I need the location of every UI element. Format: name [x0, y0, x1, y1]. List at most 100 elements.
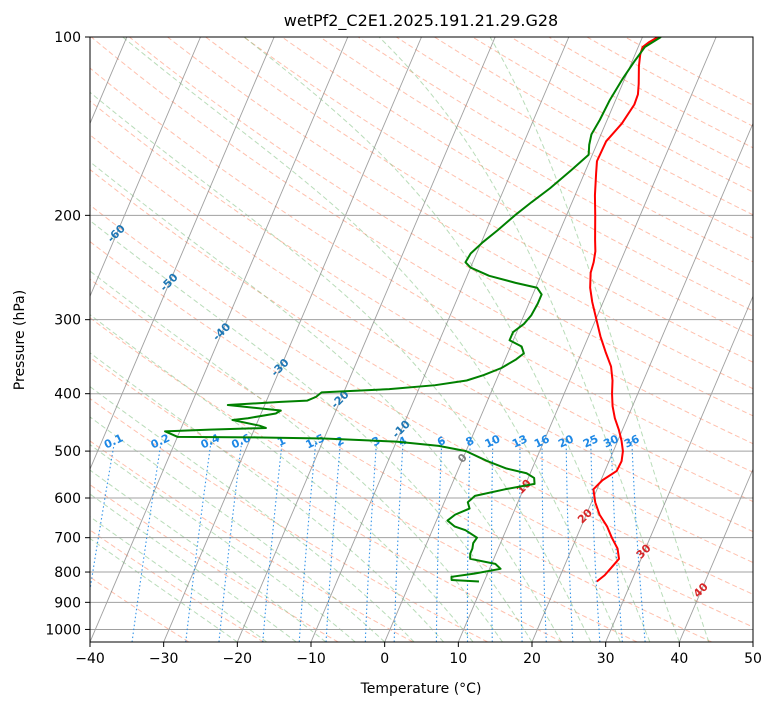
- mixing-ratio-label: 16: [532, 432, 552, 450]
- x-tick-label: −30: [149, 651, 179, 667]
- dry-adiabat-line: [472, 37, 753, 193]
- mixing-ratio-line: [262, 440, 283, 642]
- y-tick-label: 200: [54, 208, 81, 224]
- x-axis-title: Temperature (°C): [360, 681, 482, 697]
- moist-adiabat-line: [90, 444, 356, 642]
- x-tick-label: −40: [75, 651, 105, 667]
- isotherm-line: [457, 37, 717, 642]
- moist-adiabat-line: [90, 386, 415, 642]
- dry-adiabat-line: [90, 484, 339, 642]
- isotherm-line: [605, 295, 753, 642]
- mixing-ratio-line: [90, 440, 116, 594]
- mixing-ratio-line: [631, 440, 646, 642]
- plot-background: [90, 37, 753, 642]
- x-tick-label: 50: [744, 651, 762, 667]
- isotherm-line: [531, 122, 753, 642]
- y-axis-ticks: 100 200 300 400 500 600 700 800 900 1000: [45, 30, 90, 638]
- mixing-ratio-line: [610, 440, 623, 642]
- dry-adiabat-line: [548, 37, 753, 149]
- moist-adiabat-line: [90, 537, 238, 642]
- mixing-ratio-label: 13: [510, 432, 529, 450]
- isotherm-line: [90, 37, 275, 471]
- mixing-ratio-line: [325, 440, 342, 642]
- dry-adiabat-line: [90, 134, 753, 533]
- dry-adiabat-line: [129, 37, 753, 417]
- isotherm-line: [90, 37, 201, 298]
- mixing-ratio-line: [466, 440, 471, 642]
- dry-adiabat-line: [510, 37, 753, 171]
- mixing-ratio-line: [218, 440, 243, 642]
- moist-adiabat-line: [90, 91, 592, 642]
- y-tick-label: 100: [54, 30, 81, 46]
- mixing-ratio-label: 20: [556, 432, 576, 450]
- dry-adiabat-line: [90, 317, 638, 642]
- moist-adiabat-line: [489, 37, 710, 642]
- moist-adiabat-line: [90, 220, 533, 642]
- y-tick-label: 600: [54, 491, 81, 507]
- y-tick-label: 300: [54, 313, 81, 329]
- y-tick-label: 500: [54, 444, 81, 460]
- isotherm-line: [236, 37, 496, 642]
- x-tick-label: 40: [670, 651, 688, 667]
- isotherm-line: [678, 467, 753, 642]
- mixing-ratio-line: [298, 440, 317, 642]
- plot-frame: [89, 36, 754, 643]
- mixing-ratio-label: 30: [601, 432, 621, 450]
- y-tick-label: 400: [54, 387, 81, 403]
- x-tick-label: −20: [223, 651, 253, 667]
- profiles: [164, 37, 662, 583]
- moist-adiabat-line: [90, 161, 562, 642]
- isotherm-line: [90, 37, 349, 642]
- x-axis-ticks: −40 −30 −20 −10 0 10 20 30 40 50: [75, 642, 762, 667]
- x-tick-label: 20: [523, 651, 541, 667]
- dry-adiabat-line: [90, 168, 753, 564]
- mixing-ratio-line: [519, 440, 523, 642]
- dry-adiabat-line: [396, 37, 753, 239]
- isotherm-line: [752, 640, 753, 642]
- dewpoint-profile-line: [164, 37, 662, 583]
- moist-adiabat-line: [90, 469, 327, 642]
- chart-title: wetPf2_C2E1.2025.191.21.29.G28: [284, 11, 558, 31]
- dry-adiabat-line: [90, 278, 712, 642]
- dry-adiabat-line: [90, 241, 753, 628]
- moist-adiabat-line: [90, 416, 386, 642]
- moist-adiabat-line: [90, 270, 503, 642]
- mixing-ratio-line: [491, 440, 494, 642]
- dry-adiabat-line: [357, 37, 753, 263]
- mixing-ratio-line: [435, 440, 443, 642]
- temperature-profile-line: [589, 37, 659, 583]
- y-tick-label: 700: [54, 531, 81, 547]
- isotherm-line: [163, 37, 422, 642]
- moist-adiabat-line: [90, 352, 444, 642]
- y-axis-title: Pressure (hPa): [12, 290, 28, 390]
- isotherm-label: -80: [0, 122, 23, 145]
- dry-adiabat-line: [90, 37, 753, 445]
- background-lines: [90, 37, 753, 642]
- mixing-ratio-line: [541, 440, 547, 642]
- mixing-ratio-label: 36: [622, 432, 642, 450]
- dry-adiabat-line: [281, 37, 753, 312]
- isotherm-line: [310, 37, 570, 642]
- moist-adiabat-line: [122, 37, 621, 642]
- dry-adiabat-line: [90, 204, 753, 595]
- mixing-ratio-line: [565, 440, 574, 642]
- moist-adiabat-line: [90, 516, 268, 642]
- dry-adiabat-line: [90, 529, 264, 642]
- y-tick-label: 900: [54, 595, 81, 611]
- moist-adiabat-line: [378, 37, 680, 642]
- y-tick-label: 1000: [45, 622, 81, 638]
- moist-adiabat-line: [90, 314, 474, 642]
- isotherm-line: [384, 37, 643, 642]
- dry-adiabat-line: [90, 440, 414, 642]
- x-tick-label: 30: [597, 651, 615, 667]
- x-tick-label: 0: [380, 651, 389, 667]
- dry-adiabat-line: [205, 37, 753, 363]
- mixing-ratio-line: [364, 440, 378, 642]
- x-tick-label: 10: [449, 651, 467, 667]
- mixing-ratio-line: [131, 440, 162, 642]
- mixing-ratio-label: 25: [581, 432, 600, 450]
- dry-adiabat-line: [167, 37, 753, 390]
- isotherm-label: -70: [52, 173, 75, 196]
- dry-adiabat-line: [243, 37, 753, 337]
